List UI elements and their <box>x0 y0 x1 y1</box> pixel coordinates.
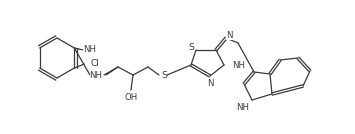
Text: S: S <box>188 42 194 51</box>
Text: N: N <box>226 31 232 40</box>
Text: Cl: Cl <box>90 59 99 68</box>
Text: NH: NH <box>89 70 103 79</box>
Text: NH: NH <box>232 60 245 70</box>
Text: S: S <box>161 70 167 79</box>
Text: OH: OH <box>124 92 138 101</box>
Text: NH: NH <box>83 46 96 55</box>
Text: N: N <box>207 79 213 88</box>
Text: NH: NH <box>236 103 250 113</box>
